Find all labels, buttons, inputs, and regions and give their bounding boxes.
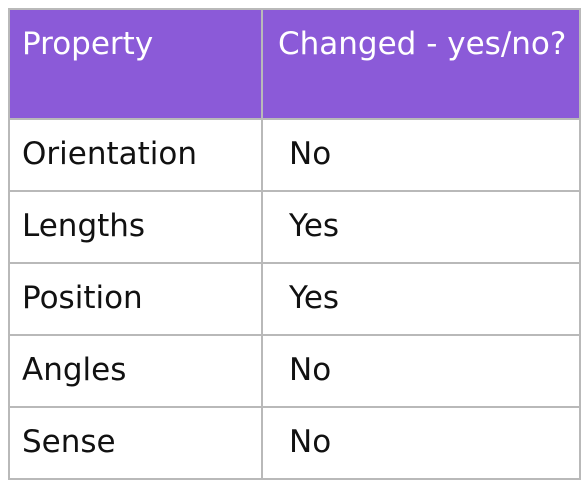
header-property: Property [8,8,263,120]
table-row: Orientation No [8,118,581,192]
table-row: Sense No [8,406,581,480]
header-row: Property Changed - yes/no? [8,8,581,120]
table-body: Orientation No Lengths Yes Position Yes … [8,118,581,480]
table-row: Angles No [8,334,581,408]
changed-cell: No [261,406,581,480]
changed-cell: No [261,334,581,408]
properties-table: Property Changed - yes/no? Orientation N… [8,8,581,480]
properties-table-container: Property Changed - yes/no? Orientation N… [8,8,581,480]
header-changed: Changed - yes/no? [261,8,581,120]
property-cell: Sense [8,406,263,480]
property-cell: Orientation [8,118,263,192]
table-header: Property Changed - yes/no? [8,8,581,120]
property-cell: Angles [8,334,263,408]
changed-cell: No [261,118,581,192]
table-row: Position Yes [8,262,581,336]
changed-cell: Yes [261,190,581,264]
property-cell: Lengths [8,190,263,264]
table-row: Lengths Yes [8,190,581,264]
property-cell: Position [8,262,263,336]
changed-cell: Yes [261,262,581,336]
